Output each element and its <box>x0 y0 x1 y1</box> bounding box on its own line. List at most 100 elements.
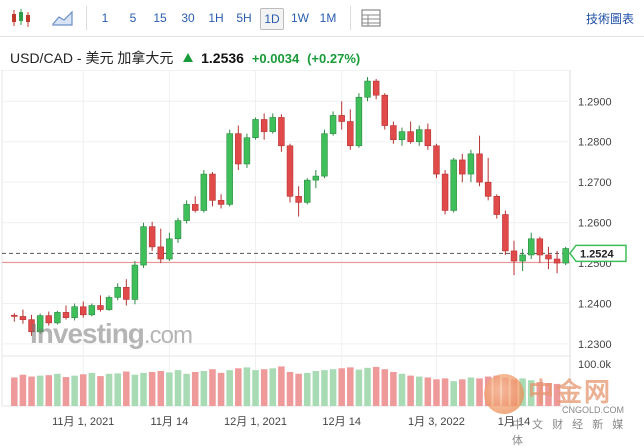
interval-30[interactable]: 30 <box>181 11 195 25</box>
candle-body <box>562 248 569 264</box>
watermark-brand: Investing <box>30 318 145 349</box>
candle-body <box>105 297 113 310</box>
area-chart-icon[interactable] <box>50 6 76 30</box>
candle-body <box>80 306 87 316</box>
interval-1w[interactable]: 1W <box>291 11 309 25</box>
volume-bar <box>166 372 173 406</box>
volume-bar <box>140 372 147 406</box>
volume-bar <box>381 369 389 406</box>
volume-bar <box>407 375 414 406</box>
volume-bar <box>424 377 432 406</box>
candle-body <box>398 131 406 141</box>
price-change-percent: (+0.27%) <box>307 51 361 66</box>
candle-body <box>166 238 173 260</box>
y-tick-label: 1.2600 <box>578 218 612 230</box>
volume-bar <box>226 370 233 406</box>
volume-bar <box>295 373 302 406</box>
last-price-marker: 1.2524 <box>569 244 627 263</box>
candlestick-chart-icon[interactable] <box>8 6 34 30</box>
volume-bar <box>105 373 113 406</box>
volume-bar <box>278 366 285 406</box>
interval-1h[interactable]: 1H <box>208 11 224 25</box>
interval-1m[interactable]: 1M <box>319 11 337 25</box>
candle-body <box>278 117 285 147</box>
candle-body <box>11 314 18 317</box>
candle-body <box>157 246 164 260</box>
candle-body <box>312 175 320 181</box>
volume-bar <box>62 377 70 406</box>
candle-body <box>217 200 225 205</box>
candle-body <box>510 250 518 262</box>
candle-body <box>71 306 78 318</box>
volume-bar <box>252 370 259 406</box>
technical-chart-link[interactable]: 技術圖表 <box>585 12 634 26</box>
candle-body <box>329 115 337 134</box>
interval-5h[interactable]: 5H <box>236 11 252 25</box>
chart-toolbar: 1 5 15 30 1H 5H 1D 1W 1M 技術圖表 <box>0 0 644 37</box>
candle-body <box>553 258 561 264</box>
interval-1[interactable]: 1 <box>101 11 109 25</box>
candle-body <box>235 133 242 165</box>
volume-bar <box>372 366 380 406</box>
cngold-subtitle: 中 文 财 经 新 媒 体 <box>512 419 627 447</box>
x-tick-label: 12月 1, 2021 <box>224 416 287 428</box>
watermark-suffix: .com <box>143 322 193 349</box>
volume-bar <box>209 369 216 406</box>
toolbar-divider <box>350 6 351 30</box>
volume-axis-label: 100.0k <box>578 359 612 371</box>
volume-bar <box>286 371 294 406</box>
volume-bar <box>148 371 156 406</box>
candle-body <box>536 238 544 256</box>
candle-body <box>114 287 121 298</box>
volume-bar <box>11 377 18 406</box>
interval-15[interactable]: 15 <box>153 11 167 25</box>
y-tick-label: 1.2300 <box>578 339 612 351</box>
candle-body <box>295 196 302 203</box>
investing-watermark: Investing.com <box>30 318 193 350</box>
volume-bar <box>45 375 53 406</box>
candle-body <box>493 196 500 215</box>
volume-bar <box>467 377 475 406</box>
y-tick-label: 1.2700 <box>578 177 612 189</box>
volume-bar <box>235 368 242 406</box>
price-chart[interactable]: 1.29001.28001.27001.26001.25001.24001.23… <box>0 70 644 445</box>
volume-bar <box>183 373 190 406</box>
candle-body <box>140 226 147 266</box>
volume-bar <box>131 374 139 406</box>
candle-body <box>243 137 251 165</box>
volume-bar <box>441 378 449 406</box>
candle-body <box>123 287 130 300</box>
x-tick-label: 1月 14 <box>498 416 530 428</box>
volume-bar <box>321 370 328 406</box>
candle-body <box>338 115 345 122</box>
table-view-icon[interactable] <box>358 6 384 30</box>
volume-bar <box>19 374 27 406</box>
volume-bar <box>364 367 371 406</box>
candle-body <box>200 173 208 211</box>
volume-bar <box>527 380 535 406</box>
interval-5[interactable]: 5 <box>129 11 137 25</box>
candle-body <box>528 238 535 256</box>
candle-body <box>459 159 466 175</box>
volume-bar <box>54 373 61 406</box>
candle-body <box>467 153 475 175</box>
candle-body <box>192 204 199 211</box>
volume-bar <box>433 379 440 406</box>
volume-bar <box>269 368 277 406</box>
candle-body <box>450 159 457 211</box>
volume-bar <box>415 376 423 406</box>
candle-body <box>545 254 552 260</box>
volume-bar <box>398 373 406 406</box>
quote-header: USD/CAD - 美元 加拿大元 1.2536 +0.0034 (+0.27%… <box>10 48 360 68</box>
candle-body <box>28 319 35 333</box>
volume-bar <box>71 375 78 406</box>
candle-body <box>355 96 363 147</box>
candle-body <box>269 117 276 132</box>
candle-body <box>36 315 44 333</box>
volume-bar <box>476 378 483 406</box>
interval-1d[interactable]: 1D <box>260 8 284 30</box>
candle-body <box>54 312 61 324</box>
candle-body <box>424 129 432 147</box>
volume-bar <box>36 375 44 406</box>
volume-bar <box>459 379 466 406</box>
